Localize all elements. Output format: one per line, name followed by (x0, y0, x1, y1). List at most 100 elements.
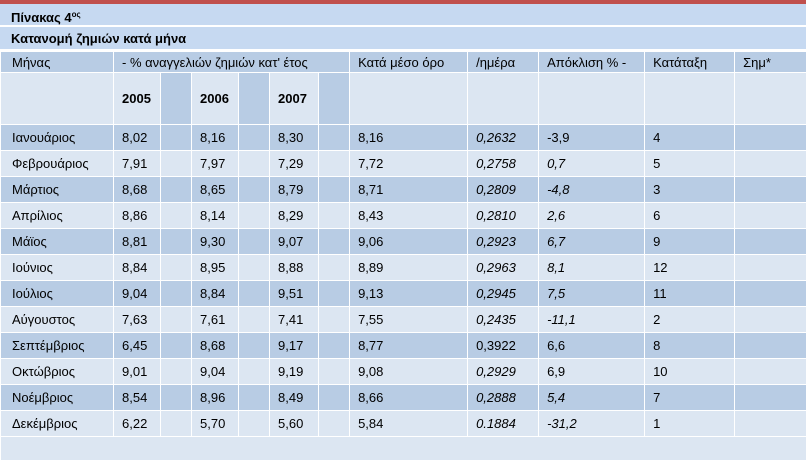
cell-2007: 9,51 (269, 280, 319, 307)
table-row: Μάϊος 8,81 9,30 9,07 9,06 0,2923 6,7 9 (0, 228, 806, 255)
years-blank (349, 72, 469, 125)
header-deviation: Απόκλιση % - (538, 51, 646, 73)
cell-2005: 8,02 (113, 124, 161, 151)
cell-spacer (238, 176, 270, 203)
cell-2006: 5,70 (191, 410, 239, 437)
cell-average: 5,84 (349, 410, 469, 437)
cell-2006: 8,65 (191, 176, 239, 203)
cell-2006: 8,16 (191, 124, 239, 151)
cell-deviation: 2,6 (538, 202, 646, 229)
cell-2005: 8,54 (113, 384, 161, 411)
cell-spacer (238, 306, 270, 333)
cell-per-day: 0,2945 (467, 280, 540, 307)
cell-month: Δεκέμβριος (0, 410, 114, 437)
cell-2007: 8,79 (269, 176, 319, 203)
cell-spacer (238, 358, 270, 385)
cell-2007: 7,41 (269, 306, 319, 333)
cell-spacer (317, 228, 351, 255)
cell-rank: 11 (644, 280, 736, 307)
cell-per-day: 0,2888 (467, 384, 540, 411)
cell-average: 8,89 (349, 254, 469, 281)
years-blank (0, 72, 114, 125)
cell-note (734, 150, 806, 177)
cell-spacer (160, 410, 192, 437)
header-per-day: /ημέρα (467, 51, 540, 73)
cell-note (734, 332, 806, 359)
table-subtitle: Κατανομή ζημιών κατά μήνα (0, 27, 806, 50)
cell-rank: 9 (644, 228, 736, 255)
cell-average: 8,43 (349, 202, 469, 229)
cell-2006: 7,97 (191, 150, 239, 177)
cell-2005: 8,81 (113, 228, 161, 255)
damages-by-month-table: Μήνας - % αναγγελιών ζημιών κατ' έτος Κα… (0, 51, 806, 461)
header-percent: - % αναγγελιών ζημιών κατ' έτος (112, 51, 351, 73)
cell-average: 7,72 (349, 150, 469, 177)
cell-spacer (317, 124, 351, 151)
cell-2007: 8,49 (269, 384, 319, 411)
top-accent-bar (0, 0, 806, 4)
cell-spacer (160, 202, 192, 229)
table-row: Σεπτέμβριος 6,45 8,68 9,17 8,77 0,3922 6… (0, 332, 806, 359)
cell-note (734, 280, 806, 307)
cell-2005: 9,01 (113, 358, 161, 385)
cell-2007: 5,60 (269, 410, 319, 437)
cell-spacer (317, 358, 351, 385)
cell-2005: 7,91 (113, 150, 161, 177)
cell-2006: 8,68 (191, 332, 239, 359)
cell-rank: 10 (644, 358, 736, 385)
cell-deviation: 0,7 (538, 150, 646, 177)
cell-deviation: -31,2 (538, 410, 646, 437)
header-rank: Κατάταξη (644, 51, 736, 73)
cell-spacer (160, 332, 192, 359)
cell-2007: 9,17 (269, 332, 319, 359)
cell-per-day: 0,2632 (467, 124, 540, 151)
cell-rank: 3 (644, 176, 736, 203)
cell-spacer (160, 124, 192, 151)
cell-spacer (238, 332, 270, 359)
cell-spacer (238, 202, 270, 229)
year-2006: 2006 (191, 72, 239, 125)
years-blank (538, 72, 646, 125)
cell-rank: 6 (644, 202, 736, 229)
cell-deviation: 6,6 (538, 332, 646, 359)
cell-2007: 8,30 (269, 124, 319, 151)
cell-2005: 8,84 (113, 254, 161, 281)
cell-spacer (317, 254, 351, 281)
cell-spacer (160, 228, 192, 255)
cell-2005: 8,86 (113, 202, 161, 229)
cell-spacer (317, 176, 351, 203)
cell-2006: 8,84 (191, 280, 239, 307)
cell-average: 9,06 (349, 228, 469, 255)
table-row: Ιούλιος 9,04 8,84 9,51 9,13 0,2945 7,5 1… (0, 280, 806, 307)
table-row: Νοέμβριος 8,54 8,96 8,49 8,66 0,2888 5,4… (0, 384, 806, 411)
years-row: 2005 2006 2007 (0, 72, 806, 125)
table-row: Δεκέμβριος 6,22 5,70 5,60 5,84 0.1884 -3… (0, 410, 806, 437)
cell-spacer (160, 280, 192, 307)
cell-note (734, 176, 806, 203)
cell-month: Μάρτιος (0, 176, 114, 203)
cell-deviation: 5,4 (538, 384, 646, 411)
table-body: Ιανουάριος 8,02 8,16 8,30 8,16 0,2632 -3… (0, 124, 806, 437)
cell-spacer (317, 202, 351, 229)
cell-month: Απρίλιος (0, 202, 114, 229)
cell-note (734, 124, 806, 151)
cell-average: 7,55 (349, 306, 469, 333)
cell-note (734, 410, 806, 437)
cell-2006: 8,96 (191, 384, 239, 411)
cell-rank: 1 (644, 410, 736, 437)
table-row: Αύγουστος 7,63 7,61 7,41 7,55 0,2435 -11… (0, 306, 806, 333)
year-spacer (238, 72, 270, 125)
cell-deviation: 6,7 (538, 228, 646, 255)
cell-note (734, 384, 806, 411)
cell-spacer (160, 384, 192, 411)
cell-per-day: 0,2809 (467, 176, 540, 203)
cell-month: Ιανουάριος (0, 124, 114, 151)
cell-per-day: 0,2435 (467, 306, 540, 333)
cell-note (734, 202, 806, 229)
cell-per-day: 0.1884 (467, 410, 540, 437)
years-blank (734, 72, 806, 125)
year-spacer (317, 72, 351, 125)
cell-spacer (317, 280, 351, 307)
cell-deviation: -11,1 (538, 306, 646, 333)
cell-spacer (317, 384, 351, 411)
